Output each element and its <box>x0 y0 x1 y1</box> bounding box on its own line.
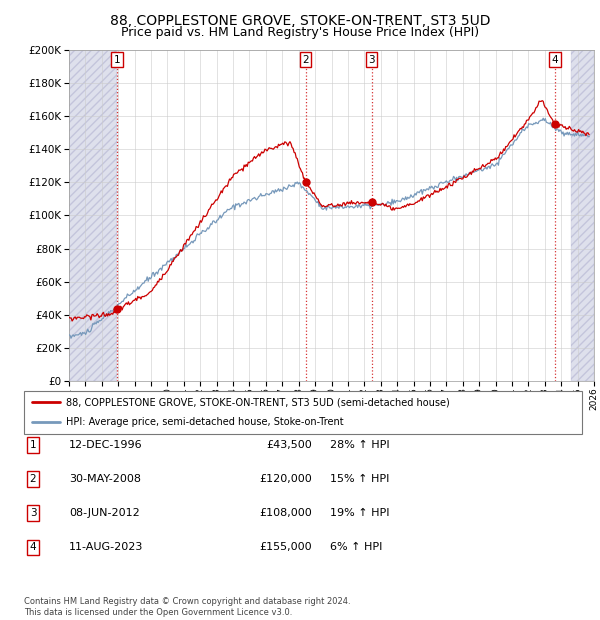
Text: 3: 3 <box>368 55 375 64</box>
Bar <box>69 50 117 381</box>
Text: Price paid vs. HM Land Registry's House Price Index (HPI): Price paid vs. HM Land Registry's House … <box>121 26 479 39</box>
Text: 30-MAY-2008: 30-MAY-2008 <box>69 474 141 484</box>
Text: 1: 1 <box>29 440 37 450</box>
Bar <box>69 50 117 381</box>
Text: 4: 4 <box>29 542 37 552</box>
Text: 4: 4 <box>551 55 558 64</box>
Text: 19% ↑ HPI: 19% ↑ HPI <box>330 508 389 518</box>
Text: 08-JUN-2012: 08-JUN-2012 <box>69 508 140 518</box>
Text: 15% ↑ HPI: 15% ↑ HPI <box>330 474 389 484</box>
Text: HPI: Average price, semi-detached house, Stoke-on-Trent: HPI: Average price, semi-detached house,… <box>66 417 343 427</box>
Text: £108,000: £108,000 <box>259 508 312 518</box>
Text: Contains HM Land Registry data © Crown copyright and database right 2024.
This d: Contains HM Land Registry data © Crown c… <box>24 598 350 617</box>
Text: 12-DEC-1996: 12-DEC-1996 <box>69 440 143 450</box>
Text: 28% ↑ HPI: 28% ↑ HPI <box>330 440 389 450</box>
Text: 2: 2 <box>302 55 309 64</box>
Text: 11-AUG-2023: 11-AUG-2023 <box>69 542 143 552</box>
Text: 88, COPPLESTONE GROVE, STOKE-ON-TRENT, ST3 5UD (semi-detached house): 88, COPPLESTONE GROVE, STOKE-ON-TRENT, S… <box>66 397 449 407</box>
Bar <box>571 50 594 381</box>
Text: £120,000: £120,000 <box>259 474 312 484</box>
Bar <box>571 50 594 381</box>
Text: 88, COPPLESTONE GROVE, STOKE-ON-TRENT, ST3 5UD: 88, COPPLESTONE GROVE, STOKE-ON-TRENT, S… <box>110 14 490 28</box>
FancyBboxPatch shape <box>24 391 582 434</box>
Text: £155,000: £155,000 <box>259 542 312 552</box>
Text: 2: 2 <box>29 474 37 484</box>
Text: 3: 3 <box>29 508 37 518</box>
Text: £43,500: £43,500 <box>266 440 312 450</box>
Text: 6% ↑ HPI: 6% ↑ HPI <box>330 542 382 552</box>
Text: 1: 1 <box>114 55 121 64</box>
